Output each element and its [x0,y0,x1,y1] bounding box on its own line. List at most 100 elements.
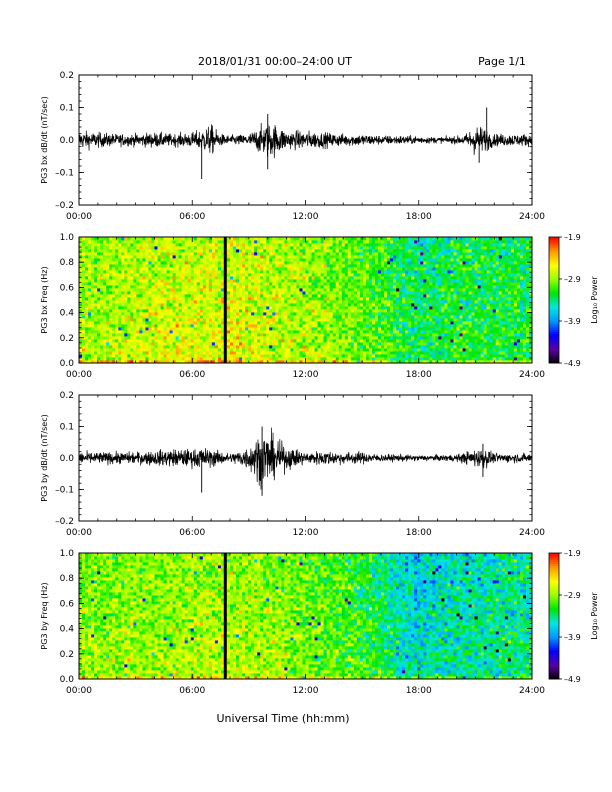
spectrogram-cell [245,360,249,364]
spectrogram-cell [377,273,382,277]
spectrogram-cell [151,342,155,346]
spectrogram-cell [85,252,89,256]
spectrogram-cell [314,237,318,241]
spectrogram-cell [187,309,192,313]
spectrogram-cell [359,282,364,286]
spectrogram-cell [157,312,161,316]
spectrogram-cell [356,360,361,364]
spectrogram-cell [236,342,240,346]
spectrogram-cell [329,360,334,364]
spectrogram-cell [257,273,261,277]
spectrogram-cell [374,330,379,334]
spectrogram-cell [208,357,213,361]
spectrogram-cell [242,261,246,265]
spectrogram-cell [112,315,116,319]
spectrogram-cell [145,330,149,334]
spectrogram-cell [193,318,198,322]
spectrogram-cell [175,357,180,361]
spectrogram-cell [166,300,170,304]
spectrogram-cell [266,258,270,262]
spectrogram-cell [257,270,261,274]
spectrogram-cell [142,255,146,259]
spectrogram-cell [109,264,113,268]
spectrogram-cell [335,318,340,322]
spectrogram-cell [157,333,161,337]
spectrogram-cell [233,264,237,268]
spectrogram-cell [121,306,125,310]
spectrogram-cell [362,300,367,304]
spectrogram-cell [242,336,246,340]
spectrogram-cell [290,282,294,286]
spectrogram-cell [103,360,107,364]
spectrogram-cell [335,339,340,343]
spectrogram-cell [248,330,252,334]
spectrogram-cell [335,306,340,310]
spectrogram-cell [133,357,137,361]
spectrogram-cell [205,261,210,265]
spectrogram-cell [381,279,385,283]
spectrogram-cell [214,237,219,241]
spectrogram-cell [359,360,364,364]
spectrogram-cell [115,348,119,352]
spectrogram-cell [154,357,158,361]
spectrogram-cell [420,288,424,292]
spectrogram-cell [269,357,273,361]
spectrogram-cell [338,261,343,265]
spectrogram-cell [245,354,249,358]
spectrogram-cell [151,303,155,307]
spectrogram-cell [278,333,282,337]
spectrogram-cell [329,264,334,268]
spectrogram-cell [335,246,340,250]
spectrogram-cell [184,249,189,253]
spectrogram-cell [118,342,122,346]
spectrogram-cell [254,237,258,241]
spectrogram-cell [350,357,355,361]
spectrogram-cell [178,261,183,265]
spectrogram-cell [187,270,192,274]
spectrogram-cell [172,294,177,298]
spectrogram-cell [399,303,403,307]
spectrogram-cell [115,285,119,289]
spectrogram-cell [94,297,98,301]
spectrogram-cell [263,294,267,298]
spectrogram-cell [151,327,155,331]
spectrogram-cell [290,351,294,355]
spectrogram-cell [190,279,195,283]
spectrogram-cell [82,288,86,292]
spectrogram-cell [139,351,143,355]
spectrogram-cell [160,291,164,295]
spectrogram-cell [377,291,382,295]
spectrogram-cell [233,306,237,310]
spectrogram-cell [323,264,328,268]
spectrogram-cell [97,321,101,325]
spectrogram-cell [208,270,213,274]
spectrogram-cell [350,342,355,346]
y-tick-label: –0.2 [55,201,74,211]
spectrogram-cell [305,285,309,289]
spectrogram-cell [239,255,243,259]
spectrogram-cell [133,315,137,319]
spectrogram-cell [196,315,201,319]
spectrogram-cell [332,345,337,349]
spectrogram-cell [311,342,315,346]
spectrogram-cell [127,354,131,358]
spectrogram-cell [338,285,343,289]
spectrogram-cell [423,330,427,334]
spectrogram-cell [423,288,427,292]
spectrogram-cell [160,336,164,340]
spectrogram-cell [85,321,89,325]
spectrogram-cell [393,279,397,283]
spectrogram-cell [266,273,270,277]
spectrogram-cell [293,345,297,349]
spectrogram-cell [368,351,373,355]
spectrogram-cell [396,348,400,352]
spectrogram-cell [242,255,246,259]
spectrogram-cell [254,360,258,364]
spectrogram-cell [426,315,430,319]
spectrogram-cell [278,285,282,289]
spectrogram-cell [296,300,300,304]
spectrogram-cell [272,339,276,343]
spectrogram-cell [272,318,276,322]
spectrogram-cell [130,240,134,244]
spectrogram-cell [417,249,421,253]
